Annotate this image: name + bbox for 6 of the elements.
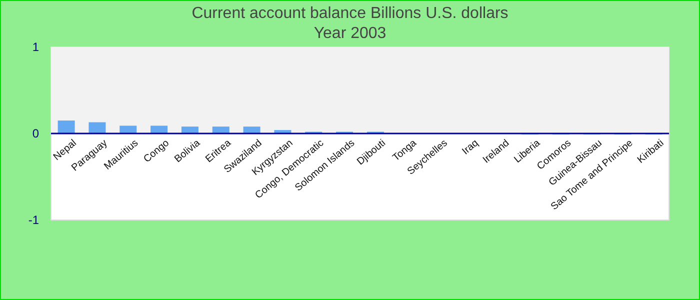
y-tick-label: 0 [32,126,40,141]
chart-title: Current account balance Billions U.S. dollars [192,5,508,22]
x-tick-label: Iraq [460,138,481,158]
chart-subtitle: Year 2003 [314,25,386,42]
y-tick-label: -1 [28,213,40,228]
y-tick-label: 1 [32,40,40,54]
